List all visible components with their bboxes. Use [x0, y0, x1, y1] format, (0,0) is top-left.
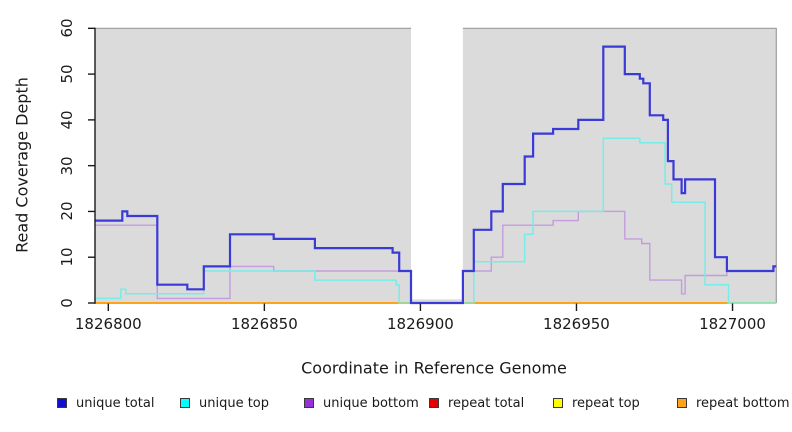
legend-swatch-icon	[304, 398, 314, 408]
legend-swatch-icon	[677, 398, 687, 408]
legend-swatch-icon	[57, 398, 67, 408]
legend-label: repeat bottom	[696, 395, 790, 411]
legend-item-unique-total: unique total	[57, 394, 154, 412]
legend-label: repeat total	[448, 395, 525, 411]
legend-item-repeat-bottom: repeat bottom	[677, 394, 790, 412]
legend-swatch-icon	[429, 398, 439, 408]
series-unique-total	[94, 45, 777, 305]
y-tick-label: 30	[58, 156, 76, 176]
legend-item-unique-top: unique top	[180, 394, 269, 412]
x-tick-label: 1826800	[74, 315, 142, 333]
legend-item-unique-bottom: unique bottom	[304, 394, 419, 412]
y-tick-label: 10	[58, 247, 76, 267]
x-tick-label: 1826950	[543, 315, 610, 333]
series-unique-bottom	[94, 210, 777, 304]
x-axis-title: Coordinate in Reference Genome	[301, 358, 567, 378]
legend-label: unique total	[76, 395, 155, 411]
x-tick-label: 1826900	[387, 315, 454, 333]
legend-item-repeat-top: repeat top	[553, 394, 640, 412]
x-tick-label: 1827000	[699, 315, 766, 333]
legend-swatch-icon	[180, 398, 190, 408]
y-tick-label: 0	[58, 298, 76, 308]
legend-label: unique bottom	[323, 395, 419, 411]
y-tick-label: 40	[58, 110, 76, 130]
y-axis-title: Read Coverage Depth	[12, 77, 32, 253]
legend-label: repeat top	[572, 395, 640, 411]
legend: unique total unique top unique bottom repea…	[0, 394, 792, 414]
x-tick-label: 1826850	[230, 315, 298, 333]
y-tick-label: 50	[58, 64, 76, 84]
legend-label: unique top	[199, 395, 270, 411]
legend-item-repeat-total: repeat total	[429, 394, 524, 412]
legend-swatch-icon	[553, 398, 563, 408]
y-tick-label: 60	[58, 18, 76, 38]
masked-region	[411, 20, 463, 300]
y-tick-label: 20	[58, 201, 76, 221]
plot-border	[95, 27, 777, 303]
